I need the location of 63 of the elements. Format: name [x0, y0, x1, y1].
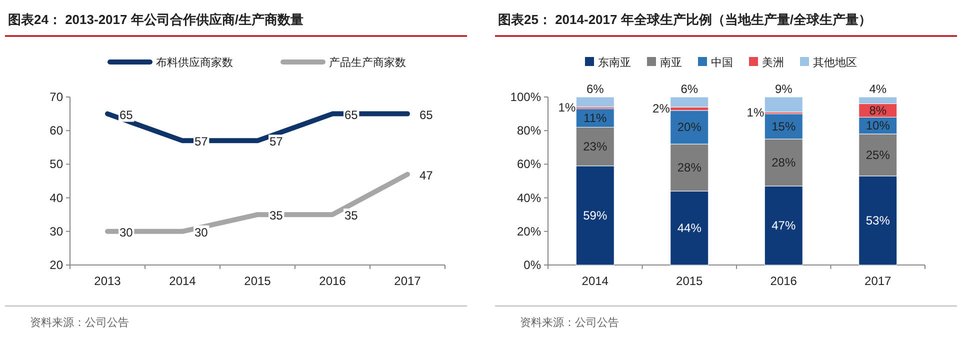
data-label: 65 [120, 108, 134, 122]
data-label: 2% [652, 101, 670, 116]
data-label: 53% [866, 213, 890, 228]
data-label: 25% [866, 148, 890, 162]
legend-label: 美洲 [762, 56, 784, 69]
x-tick-label: 2016 [770, 274, 798, 288]
legend-label: 布料供应商家数 [156, 56, 233, 69]
data-label: 9% [774, 82, 793, 96]
y-tick-label: 20% [516, 224, 542, 238]
text: 资料来源：公司公告 [30, 316, 129, 329]
data-label: 20% [677, 120, 702, 134]
y-tick-label: 100% [510, 90, 542, 104]
data-label: 44% [677, 221, 702, 236]
x-tick-label: 2017 [864, 274, 892, 288]
data-label: 59% [583, 208, 608, 222]
chart-title: 图表24： 2013-2017 年公司合作供应商/生产商数量 [8, 12, 304, 27]
data-label: 47 [420, 168, 434, 182]
y-tick-label: 60% [516, 157, 542, 172]
data-label: 1% [746, 105, 764, 120]
y-tick-label: 0% [524, 258, 542, 272]
data-label: 1% [558, 100, 576, 114]
chart-title: 图表25： 2014-2017 年全球生产比例（当地生产量/全球生产量） [498, 12, 872, 27]
legend-label: 中国 [711, 56, 733, 69]
data-label: 35 [270, 208, 284, 223]
x-tick-label: 2016 [319, 274, 346, 288]
data-label: 4% [869, 82, 887, 96]
data-label: 28% [677, 160, 702, 175]
legend-label: 东南亚 [598, 56, 631, 69]
data-label: 15% [772, 119, 796, 134]
data-label: 65 [420, 108, 434, 122]
data-label: 28% [772, 156, 796, 170]
data-label: 57 [194, 134, 208, 149]
text: 资料来源：公司公告 [520, 316, 619, 329]
bar [670, 96, 709, 108]
y-tick-label: 40% [516, 190, 542, 205]
y-tick-label: 40 [50, 190, 64, 205]
x-tick-label: 2014 [169, 274, 196, 288]
data-label: 6% [680, 82, 698, 96]
legend-label: 产品生产商家数 [329, 56, 406, 69]
data-label: 30 [120, 225, 134, 240]
data-label: 65 [344, 108, 358, 122]
y-tick-label: 80% [516, 124, 542, 138]
data-label: 35 [344, 208, 358, 223]
data-label: 57 [270, 134, 284, 149]
data-label: 23% [583, 140, 608, 154]
x-tick-label: 2015 [244, 274, 272, 288]
data-label: 10% [866, 118, 890, 133]
legend-label: 其他地区 [813, 56, 857, 69]
y-tick-label: 70 [50, 90, 64, 104]
y-tick-label: 60 [50, 124, 64, 138]
data-label: 30 [194, 225, 208, 240]
data-label: 11% [584, 111, 608, 125]
y-tick-label: 30 [50, 224, 64, 238]
x-tick-label: 2015 [676, 274, 704, 288]
data-label: 8% [869, 103, 887, 118]
x-tick-label: 2017 [394, 274, 422, 288]
y-tick-label: 20 [50, 258, 64, 272]
x-tick-label: 2013 [94, 274, 122, 288]
x-tick-label: 2014 [582, 274, 609, 288]
y-tick-label: 50 [50, 157, 64, 172]
legend-label: 南亚 [660, 56, 682, 69]
data-label: 47% [772, 218, 796, 233]
data-label: 6% [586, 82, 604, 96]
